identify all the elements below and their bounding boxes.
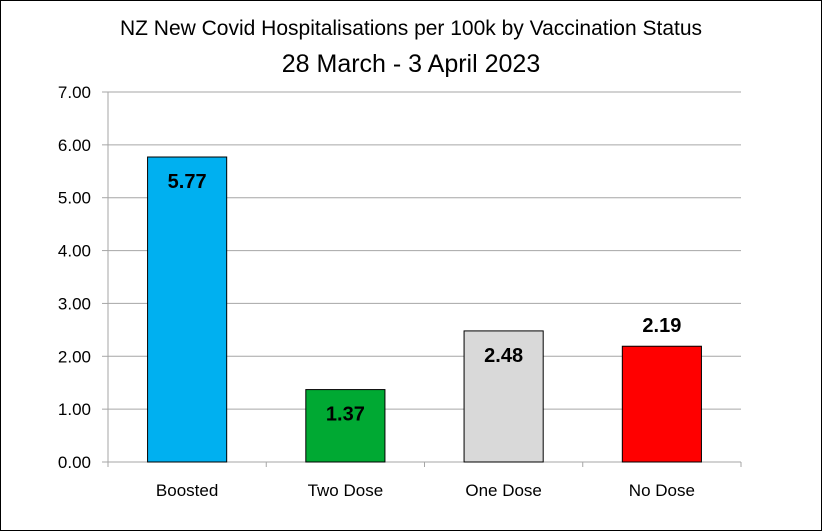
- bar-boosted: [147, 156, 228, 463]
- y-tick-label: 2.00: [58, 347, 91, 366]
- x-tick-label: No Dose: [629, 481, 695, 500]
- labels: 0.00 1.00 2.00 3.00 4.00 5.00 6.00 7.00 Boosted 5…: [58, 83, 695, 500]
- x-tick-label: Two Dose: [308, 481, 384, 500]
- y-tick-label: 3.00: [58, 294, 91, 313]
- x-tick-label: One Dose: [465, 481, 542, 500]
- bar-two-dose: [305, 389, 386, 463]
- chart-title: NZ New Covid Hospitalisations per 100k b…: [119, 17, 703, 40]
- y-tick-label: 0.00: [58, 453, 91, 472]
- y-tick-label: 4.00: [58, 242, 91, 261]
- bar-no-dose: [621, 345, 702, 463]
- x-tick-label: Boosted: [156, 481, 218, 500]
- y-tick-label: 6.00: [58, 136, 91, 155]
- y-tick-label: 5.00: [58, 189, 91, 208]
- data-label: 2.48: [484, 345, 523, 367]
- data-label: 5.77: [168, 171, 207, 193]
- data-label: 1.37: [326, 404, 365, 426]
- data-label: 2.19: [642, 315, 681, 337]
- y-tick-label: 1.00: [58, 400, 91, 419]
- bars: [147, 156, 702, 463]
- y-tick-label: 7.00: [58, 83, 91, 102]
- bar-one-dose: [463, 330, 544, 463]
- chart-subtitle: 28 March - 3 April 2023: [281, 50, 541, 78]
